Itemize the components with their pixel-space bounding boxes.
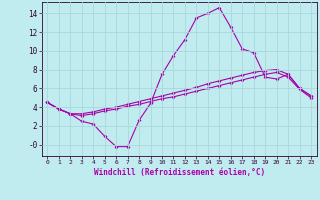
X-axis label: Windchill (Refroidissement éolien,°C): Windchill (Refroidissement éolien,°C) (94, 168, 265, 177)
